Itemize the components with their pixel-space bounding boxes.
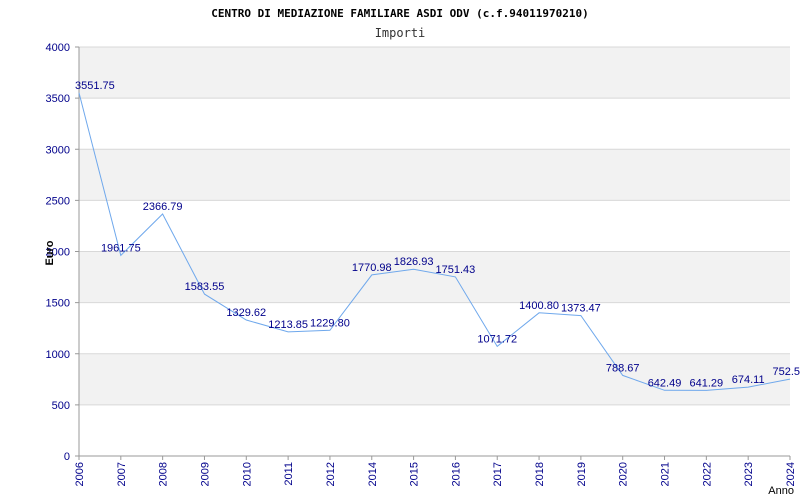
data-label: 674.11 xyxy=(732,374,765,386)
data-label: 1770.98 xyxy=(352,262,392,274)
data-label: 641.29 xyxy=(690,377,724,389)
data-label: 752.5 xyxy=(772,366,800,378)
y-tick-label: 2500 xyxy=(46,195,70,207)
x-tick-label: 2008 xyxy=(158,462,170,486)
data-label: 1400.80 xyxy=(519,300,559,312)
y-tick-label: 1000 xyxy=(46,349,70,361)
data-label: 1229.80 xyxy=(310,317,350,329)
x-tick-label: 2021 xyxy=(660,462,672,486)
x-tick-label: 2015 xyxy=(409,462,421,486)
x-tick-label: 2024 xyxy=(785,462,797,486)
data-label: 1329.62 xyxy=(226,307,266,319)
background-bands xyxy=(79,47,790,405)
data-label: 3551.75 xyxy=(75,80,115,92)
data-label: 1826.93 xyxy=(394,256,434,268)
x-tick-labels: 2006 2007 2008 2009 2010 2011 2012 2014 2015 2016… xyxy=(74,456,797,486)
y-axis-label: Euro xyxy=(44,240,56,265)
series-line-group xyxy=(78,92,791,391)
data-label: 642.49 xyxy=(648,377,682,389)
x-tick-label: 2023 xyxy=(743,462,755,486)
x-tick-label: 2012 xyxy=(325,462,337,486)
x-tick-label: 2009 xyxy=(199,462,211,486)
x-tick-label: 2010 xyxy=(241,462,253,486)
x-tick-label: 2022 xyxy=(701,462,713,486)
grid-band xyxy=(79,47,790,99)
y-tick-label: 2000 xyxy=(46,247,70,259)
data-label: 1751.43 xyxy=(436,264,476,276)
data-label: 1961.75 xyxy=(101,242,141,254)
y-tick-label: 0 xyxy=(64,451,70,463)
chart-subtitle: Importi xyxy=(375,26,426,40)
y-tick-label: 500 xyxy=(52,400,70,412)
x-tick-label: 2019 xyxy=(576,462,588,486)
chart-title: CENTRO DI MEDIAZIONE FAMILIARE ASDI ODV … xyxy=(211,7,589,20)
x-tick-label: 2018 xyxy=(534,462,546,486)
grid-band xyxy=(79,353,790,405)
x-tick-label: 2014 xyxy=(367,462,379,486)
x-tick-label: 2017 xyxy=(492,462,504,486)
grid-band xyxy=(79,251,790,303)
y-tick-label: 3500 xyxy=(46,93,70,105)
data-label: 1071.72 xyxy=(477,333,517,345)
data-label: 788.67 xyxy=(606,362,640,374)
gridlines xyxy=(79,46,790,406)
y-tick-label: 4000 xyxy=(46,42,70,54)
data-labels: 3551.75 1961.75 2366.79 1583.55 1329.621213.… xyxy=(75,80,800,390)
x-tick-label: 2016 xyxy=(450,462,462,486)
data-label: 1373.47 xyxy=(561,303,601,315)
series-line xyxy=(78,92,791,391)
data-label: 2366.79 xyxy=(143,201,183,213)
data-label: 1583.55 xyxy=(185,281,225,293)
y-tick-label: 3000 xyxy=(46,144,70,156)
x-tick-label: 2007 xyxy=(116,462,128,486)
x-tick-label: 2006 xyxy=(74,462,86,486)
data-label: 1213.85 xyxy=(268,319,308,331)
y-tick-labels: 0 500 1000 1500 2000 2500 3000 3500 4000 xyxy=(46,42,79,463)
x-axis-label: Anno xyxy=(768,485,794,497)
grid-band xyxy=(79,149,790,201)
x-tick-label: 2020 xyxy=(618,462,630,486)
y-tick-label: 1500 xyxy=(46,298,70,310)
x-tick-label: 2011 xyxy=(283,462,295,486)
